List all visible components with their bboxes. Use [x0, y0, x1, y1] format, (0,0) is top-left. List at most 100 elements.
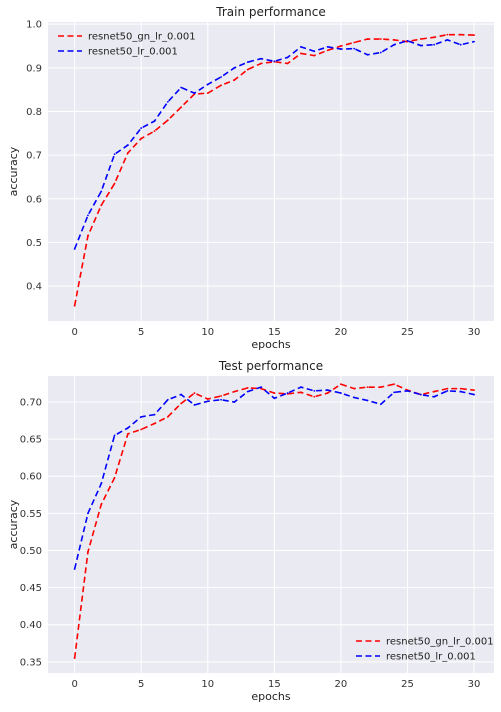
y-tick-label: 0.4: [26, 282, 42, 293]
data-point: [260, 57, 262, 60]
data-point: [260, 386, 262, 389]
data-point: [113, 153, 116, 156]
data-point: [193, 392, 196, 394]
legend-label: resnet50_gn_lr_0.001: [386, 637, 494, 648]
data-point: [246, 390, 249, 393]
data-point: [433, 36, 435, 39]
y-tick-label: 1.0: [26, 20, 42, 31]
y-tick-label: 0.40: [20, 620, 42, 631]
data-point: [326, 49, 329, 52]
data-point: [473, 34, 475, 36]
train-chart-title: Train performance: [215, 5, 325, 19]
data-point: [459, 390, 462, 393]
x-axis-label: epochs: [251, 338, 290, 351]
x-tick-label: 10: [201, 679, 214, 690]
data-point: [300, 45, 302, 48]
data-point: [246, 386, 249, 389]
y-tick-label: 0.60: [20, 472, 42, 483]
data-point: [260, 62, 262, 65]
y-tick-label: 0.7: [26, 151, 42, 162]
data-point: [87, 551, 89, 553]
y-axis-label: accuracy: [7, 499, 20, 549]
x-tick-label: 20: [335, 327, 348, 338]
legend-label: resnet50_gn_lr_0.001: [88, 32, 196, 43]
data-point: [446, 389, 449, 392]
data-point: [313, 54, 316, 57]
data-point: [313, 395, 316, 398]
data-point: [206, 400, 209, 403]
data-point: [166, 100, 169, 103]
data-point: [73, 248, 76, 250]
data-point: [87, 234, 89, 237]
data-point: [126, 152, 129, 154]
data-point: [140, 415, 143, 418]
legend: resnet50_gn_lr_0.001 resnet50_lr_0.001: [356, 637, 494, 663]
data-point: [206, 398, 209, 400]
data-point: [300, 52, 302, 55]
data-point: [366, 386, 369, 389]
data-point: [473, 393, 475, 396]
y-tick-label: 0.55: [20, 509, 42, 520]
data-point: [273, 392, 276, 394]
data-point: [100, 482, 103, 485]
plot-area: [48, 22, 494, 321]
x-axis-label: epochs: [251, 690, 290, 703]
data-point: [100, 503, 103, 506]
data-point: [233, 79, 236, 81]
data-point: [286, 56, 289, 59]
data-point: [126, 433, 129, 435]
data-point: [300, 386, 302, 389]
data-point: [153, 120, 156, 122]
data-point: [166, 119, 169, 122]
data-point: [339, 48, 342, 50]
data-point: [379, 403, 382, 406]
x-tick-label: 5: [138, 327, 144, 338]
data-point: [286, 62, 289, 65]
data-point: [300, 391, 302, 394]
data-point: [206, 92, 209, 95]
x-tick-label: 20: [335, 679, 348, 690]
data-point: [87, 512, 89, 515]
data-point: [353, 47, 356, 50]
data-point: [473, 40, 475, 43]
data-point: [353, 396, 356, 399]
data-point: [353, 387, 356, 390]
data-point: [379, 38, 382, 40]
data-point: [313, 389, 316, 392]
data-point: [206, 83, 209, 86]
y-tick-label: 0.8: [26, 107, 42, 118]
x-tick-label: 25: [401, 679, 414, 690]
y-tick-label: 0.5: [26, 238, 42, 249]
data-point: [379, 51, 382, 54]
data-point: [73, 568, 76, 570]
data-point: [273, 397, 276, 400]
data-point: [140, 137, 143, 140]
data-point: [113, 476, 116, 479]
x-tick-label: 15: [268, 327, 281, 338]
x-tick-label: 10: [201, 327, 214, 338]
data-point: [180, 86, 183, 89]
data-point: [393, 391, 396, 394]
legend: resnet50_gn_lr_0.001 resnet50_lr_0.001: [58, 32, 196, 58]
plot-area: [48, 376, 494, 673]
data-point: [180, 402, 183, 405]
data-point: [339, 392, 342, 394]
data-point: [87, 214, 89, 217]
data-point: [100, 190, 103, 193]
y-tick-label: 0.70: [20, 397, 42, 408]
y-tick-label: 0.6: [26, 194, 42, 205]
data-point: [126, 427, 129, 429]
x-tick-label: 5: [138, 679, 144, 690]
y-tick-label: 0.50: [20, 546, 42, 557]
data-point: [220, 395, 222, 397]
data-point: [73, 304, 76, 307]
train-performance-chart: 0 5 10 15 20 25 30 0.4 0.5 0.6 0.7 0.8 0.9 1.0 Train p…: [7, 5, 494, 351]
data-point: [220, 398, 222, 401]
data-point: [153, 422, 156, 425]
x-tick-label: 30: [468, 327, 481, 338]
test-performance-chart: 0 5 10 15 20 25 30 0.35 0.40 0.45 0.50 0.55 0.60 0.65…: [7, 359, 494, 703]
x-tick-label: 25: [401, 327, 414, 338]
data-point: [326, 389, 329, 392]
data-point: [406, 39, 409, 42]
